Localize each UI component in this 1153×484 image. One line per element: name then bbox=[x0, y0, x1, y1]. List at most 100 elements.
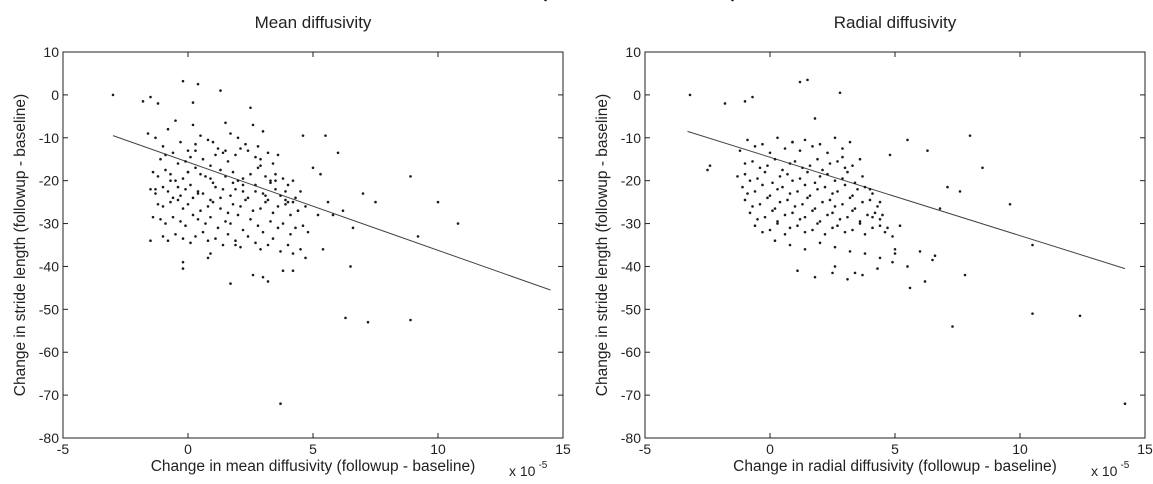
scatter-point bbox=[231, 181, 235, 185]
scatter-point bbox=[259, 207, 262, 210]
scatter-point bbox=[951, 325, 954, 328]
scatter-point bbox=[858, 220, 862, 223]
scatter-point bbox=[269, 220, 272, 223]
scatter-point bbox=[194, 142, 197, 146]
scatter-point bbox=[841, 177, 844, 180]
scatter-point bbox=[166, 239, 170, 243]
scatter-point bbox=[883, 230, 887, 234]
scatter-point bbox=[181, 79, 185, 83]
scatter-point bbox=[816, 157, 819, 161]
scatter-point bbox=[753, 145, 757, 148]
scatter-point bbox=[768, 194, 772, 197]
scatter-point bbox=[906, 265, 909, 268]
scatter-point bbox=[254, 183, 257, 187]
scatter-point bbox=[766, 164, 769, 167]
scatter-point bbox=[816, 222, 819, 225]
scatter-point bbox=[149, 95, 152, 99]
scatter-point bbox=[219, 207, 222, 210]
scatter-point bbox=[186, 149, 190, 152]
fit-line bbox=[687, 130, 1126, 270]
scatter-point bbox=[336, 151, 340, 155]
scatter-point bbox=[1008, 202, 1012, 206]
scatter-point bbox=[933, 254, 937, 258]
scatter-point bbox=[806, 196, 809, 200]
scatter-point bbox=[191, 213, 195, 217]
scatter-point bbox=[841, 147, 844, 150]
scatter-point bbox=[968, 134, 972, 137]
scatter-point bbox=[219, 168, 222, 172]
scatter-point bbox=[851, 209, 854, 212]
scatter-point bbox=[416, 235, 420, 238]
scatter-point bbox=[823, 185, 827, 189]
scatter-point bbox=[796, 190, 799, 193]
scatter-point bbox=[174, 119, 177, 122]
x-multiplier-base: x 10 bbox=[1091, 463, 1118, 479]
y-tick-label: -70 bbox=[621, 387, 641, 403]
scatter-point bbox=[276, 205, 280, 208]
scatter-point bbox=[161, 145, 165, 148]
scatter-point bbox=[249, 172, 252, 176]
scatter-point bbox=[274, 179, 277, 182]
scatter-point bbox=[893, 252, 897, 255]
scatter-point bbox=[863, 185, 867, 189]
scatter-point bbox=[251, 209, 255, 212]
scatter-point bbox=[851, 194, 854, 197]
scatter-point bbox=[226, 232, 230, 236]
scatter-point bbox=[833, 179, 837, 182]
scatter-point bbox=[781, 185, 784, 189]
scatter-point bbox=[881, 213, 884, 217]
x-axis-label: Change in radial diffusivity (followup -… bbox=[733, 458, 1057, 475]
scatter-point bbox=[201, 157, 205, 161]
scatter-point bbox=[893, 247, 897, 251]
scatter-point bbox=[796, 269, 799, 273]
scatter-point bbox=[224, 121, 227, 125]
scatter-point bbox=[111, 93, 115, 97]
scatter-point bbox=[863, 252, 867, 255]
x-multiplier: x 10 -5 bbox=[509, 460, 548, 479]
scatter-point bbox=[866, 213, 869, 217]
scatter-point bbox=[821, 200, 824, 204]
scatter-point bbox=[751, 160, 754, 163]
scatter-point bbox=[366, 320, 370, 324]
y-tick-label: -50 bbox=[621, 301, 641, 317]
scatter-point bbox=[181, 207, 185, 210]
scatter-point bbox=[191, 123, 195, 127]
scatter-point bbox=[828, 162, 832, 165]
scatter-point bbox=[171, 215, 175, 219]
scatter-point bbox=[826, 151, 829, 155]
scatter-point bbox=[773, 207, 777, 210]
scatter-point bbox=[778, 200, 782, 204]
scatter-point bbox=[186, 202, 190, 206]
scatter-point bbox=[261, 275, 265, 279]
scatter-point bbox=[781, 168, 784, 172]
y-tick-label: -30 bbox=[39, 216, 59, 232]
scatter-point bbox=[818, 142, 822, 146]
scatter-point bbox=[876, 205, 879, 208]
scatter-point bbox=[236, 213, 240, 217]
scatter-point bbox=[264, 175, 267, 178]
scatter-point bbox=[349, 265, 352, 268]
scatter-point bbox=[743, 100, 747, 103]
scatter-point bbox=[156, 102, 160, 105]
scatter-point bbox=[803, 183, 807, 187]
scatter-point bbox=[776, 220, 779, 223]
scatter-point bbox=[798, 80, 802, 84]
scatter-point bbox=[214, 185, 217, 189]
scatter-point bbox=[918, 250, 922, 253]
scatter-point bbox=[841, 202, 844, 206]
scatter-point bbox=[783, 213, 787, 217]
scatter-point bbox=[261, 230, 265, 234]
scatter-point bbox=[798, 149, 802, 152]
scatter-point bbox=[756, 177, 759, 180]
scatter-point bbox=[164, 222, 167, 225]
scatter-point bbox=[853, 271, 857, 275]
scatter-point bbox=[291, 252, 295, 255]
y-tick-label: -10 bbox=[621, 130, 641, 146]
scatter-point bbox=[871, 226, 874, 230]
scatter-point bbox=[791, 140, 794, 144]
scatter-point bbox=[861, 175, 864, 178]
scatter-point bbox=[191, 101, 195, 104]
scatter-point bbox=[266, 198, 270, 202]
y-axis-label: Change in stride length (followup - base… bbox=[12, 94, 29, 396]
scatter-panel-mean-diffusivity: Mean diffusivity Change in mean diffusiv… bbox=[12, 0, 571, 479]
